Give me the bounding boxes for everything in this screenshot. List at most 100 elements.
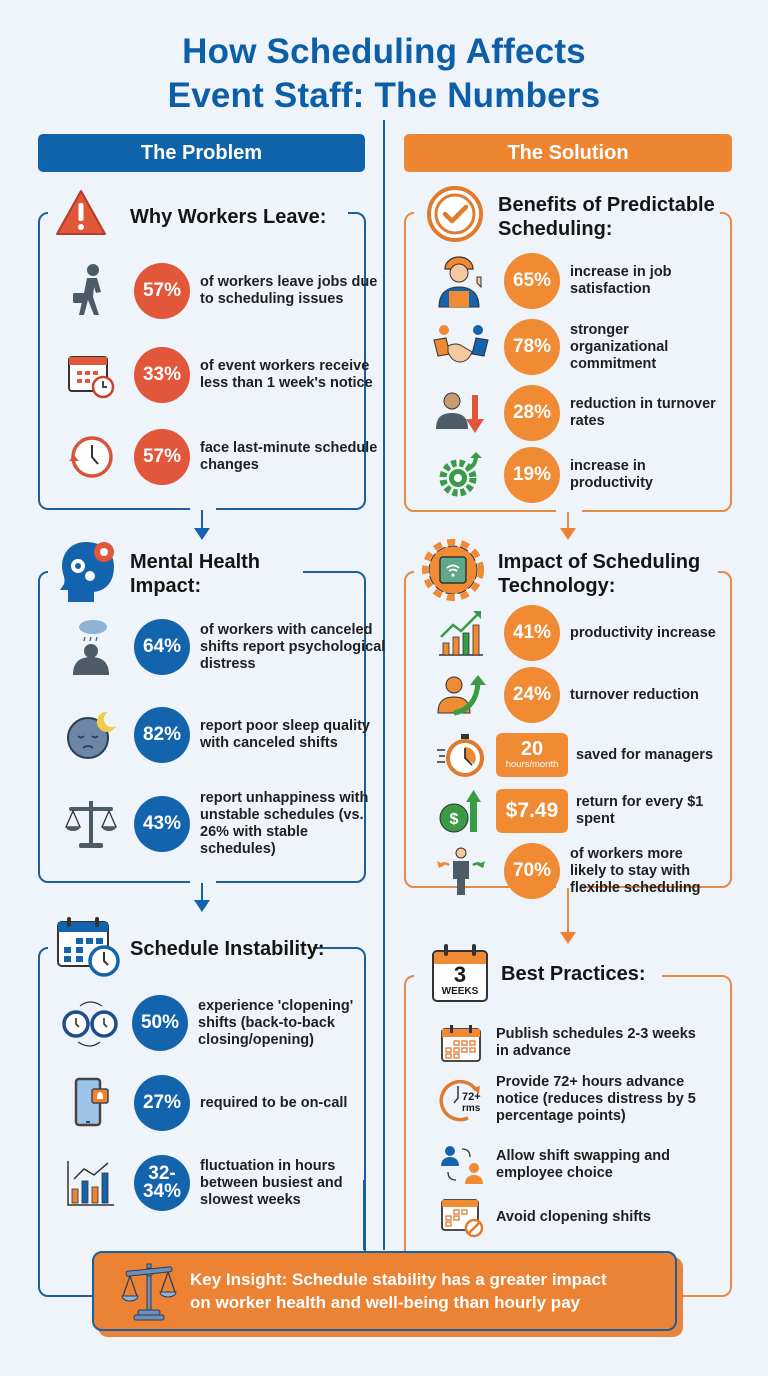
stat-row: 27% required to be on-call bbox=[62, 1074, 380, 1132]
panel-gap bbox=[190, 507, 216, 513]
gear-up-arrow-icon bbox=[432, 446, 490, 504]
stat-text: reduction in turnover rates bbox=[570, 396, 716, 429]
stat-row: 20 hours/month saved for managers bbox=[432, 726, 716, 784]
stat-row: 57% face last-minute schedule changes bbox=[62, 428, 380, 486]
stat-text: of event workers receive less than 1 wee… bbox=[200, 358, 373, 391]
stat-badge: 24% bbox=[504, 667, 560, 723]
person-up-arrow-icon bbox=[432, 666, 490, 724]
stat-badge: 19% bbox=[504, 447, 560, 503]
stat-row: 57% of workers leave jobs due to schedul… bbox=[62, 262, 380, 320]
stat-text: experience 'clopening' shifts (back-to-b… bbox=[198, 997, 354, 1048]
stopwatch-icon bbox=[432, 726, 490, 784]
stat-text: face last-minute schedule changes bbox=[200, 440, 378, 473]
page-title: How Scheduling Affects Event Staff: The … bbox=[167, 32, 601, 115]
stat-row: 50% experience 'clopening' shifts (back-… bbox=[60, 994, 368, 1052]
person-choice-arrows-icon bbox=[432, 842, 490, 900]
stat-row: 24% turnover reduction bbox=[432, 666, 720, 724]
warning-triangle-icon bbox=[54, 188, 108, 238]
calendar-clock-icon bbox=[54, 914, 124, 978]
stat-badge: 27% bbox=[134, 1075, 190, 1131]
stat-row: $ $7.49 return for every $1 spent bbox=[432, 782, 716, 840]
panel-gap bbox=[414, 568, 718, 574]
practice-text: Allow shift swapping and employee choice bbox=[496, 1148, 670, 1181]
section-heading-benefits: Benefits of Predictable Scheduling: bbox=[498, 194, 715, 240]
stat-badge: 43% bbox=[134, 796, 190, 852]
walking-worker-icon bbox=[62, 262, 120, 320]
stat-badge: 50% bbox=[132, 995, 188, 1051]
panel-gap bbox=[414, 209, 720, 215]
stat-badge: 78% bbox=[504, 319, 560, 375]
scales-icon bbox=[62, 795, 120, 853]
distressed-person-rain-icon bbox=[62, 618, 120, 676]
practice-row: Avoid clopening shifts bbox=[440, 1188, 696, 1246]
stat-row: 78% stronger organizational commitment bbox=[432, 318, 720, 376]
stat-text: required to be on-call bbox=[200, 1094, 348, 1111]
flow-connector bbox=[201, 883, 203, 903]
stat-badge: 33% bbox=[134, 347, 190, 403]
two-clocks-cycle-icon bbox=[60, 994, 122, 1052]
stat-badge: 64% bbox=[134, 619, 190, 675]
happy-worker-icon bbox=[432, 252, 490, 310]
practice-row: Publish schedules 2-3 weeks in advance bbox=[440, 1014, 701, 1072]
stat-badge: 41% bbox=[504, 605, 560, 661]
bar-chart-trend-icon bbox=[62, 1154, 120, 1212]
stat-badge: 82% bbox=[134, 707, 190, 763]
flow-connector bbox=[201, 510, 203, 530]
stat-row: 28% reduction in turnover rates bbox=[432, 384, 720, 442]
stat-text: fluctuation in hours between busiest and… bbox=[200, 1157, 343, 1208]
person-down-arrow-icon bbox=[432, 384, 490, 442]
stat-row: 19% increase in productivity bbox=[432, 446, 720, 504]
section-heading-technology: Impact of Scheduling Technology: bbox=[498, 551, 701, 597]
dollar-up-arrow-icon: $ bbox=[432, 782, 490, 840]
stat-badge: 57% bbox=[134, 263, 190, 319]
stat-badge: 32- 34% bbox=[134, 1155, 190, 1211]
down-arrow-icon bbox=[560, 528, 576, 540]
stat-row: 43% report unhappiness with unstable sch… bbox=[62, 790, 380, 858]
calendar-icon bbox=[440, 1014, 496, 1072]
calendar-no-icon bbox=[440, 1188, 496, 1246]
clock-rotate-icon bbox=[62, 428, 120, 486]
stat-row: 82% report poor sleep quality with cance… bbox=[62, 706, 390, 764]
stat-row: 70% of workers more likely to stay with … bbox=[432, 842, 720, 900]
panel-gap bbox=[414, 972, 662, 978]
stat-row: 64% of workers with canceled shifts repo… bbox=[62, 618, 390, 676]
svg-text:$: $ bbox=[450, 811, 459, 828]
stat-badge: $7.49 bbox=[496, 789, 568, 833]
scales-icon bbox=[120, 1260, 178, 1322]
center-divider bbox=[383, 120, 385, 1250]
stat-text: report unhappiness with unstable schedul… bbox=[200, 790, 369, 857]
stat-text: of workers more likely to stay with flex… bbox=[570, 845, 701, 896]
practice-text: Publish schedules 2-3 weeks in advance bbox=[496, 1026, 696, 1059]
section-heading-mental-health: Mental Health Impact: bbox=[130, 551, 261, 597]
stat-row: 32- 34% fluctuation in hours between bus… bbox=[62, 1154, 375, 1212]
practice-text: Avoid clopening shifts bbox=[496, 1208, 651, 1225]
check-circle-icon bbox=[425, 184, 485, 244]
solution-header: The Solution bbox=[404, 134, 732, 172]
key-insight-box: Key Insight: Schedule stability has a gr… bbox=[92, 1251, 677, 1331]
calendar-3-weeks-icon: 3 WEEKS bbox=[432, 944, 488, 1002]
stat-text: increase in job satisfaction bbox=[570, 264, 672, 297]
head-gears-icon bbox=[56, 536, 122, 604]
stat-badge: 20 hours/month bbox=[496, 733, 568, 777]
sleepy-face-moon-icon bbox=[62, 706, 120, 764]
stat-badge: 28% bbox=[504, 385, 560, 441]
section-heading-schedule-instability: Schedule Instability: bbox=[130, 938, 325, 960]
problem-header: The Problem bbox=[38, 134, 365, 172]
stat-badge: 65% bbox=[504, 253, 560, 309]
shift-swap-icon bbox=[440, 1136, 496, 1194]
stat-text: turnover reduction bbox=[570, 686, 699, 703]
stat-text: productivity increase bbox=[570, 624, 716, 641]
stat-text: stronger organizational commitment bbox=[570, 321, 669, 372]
panel-gap bbox=[48, 568, 303, 574]
panel-gap bbox=[48, 944, 313, 950]
stat-row: 33% of event workers receive less than 1… bbox=[62, 346, 380, 404]
gear-chip-icon bbox=[420, 537, 486, 603]
section-heading-best-practices: Best Practices: bbox=[501, 963, 646, 985]
panel-gap bbox=[556, 885, 582, 891]
stat-text: saved for managers bbox=[576, 746, 714, 763]
stat-badge: 57% bbox=[134, 429, 190, 485]
stat-text: increase in productivity bbox=[570, 458, 653, 491]
stat-row: 41% productivity increase bbox=[432, 604, 720, 662]
phone-alert-icon bbox=[62, 1074, 120, 1132]
key-insight-text: Key Insight: Schedule stability has a gr… bbox=[190, 1270, 607, 1312]
